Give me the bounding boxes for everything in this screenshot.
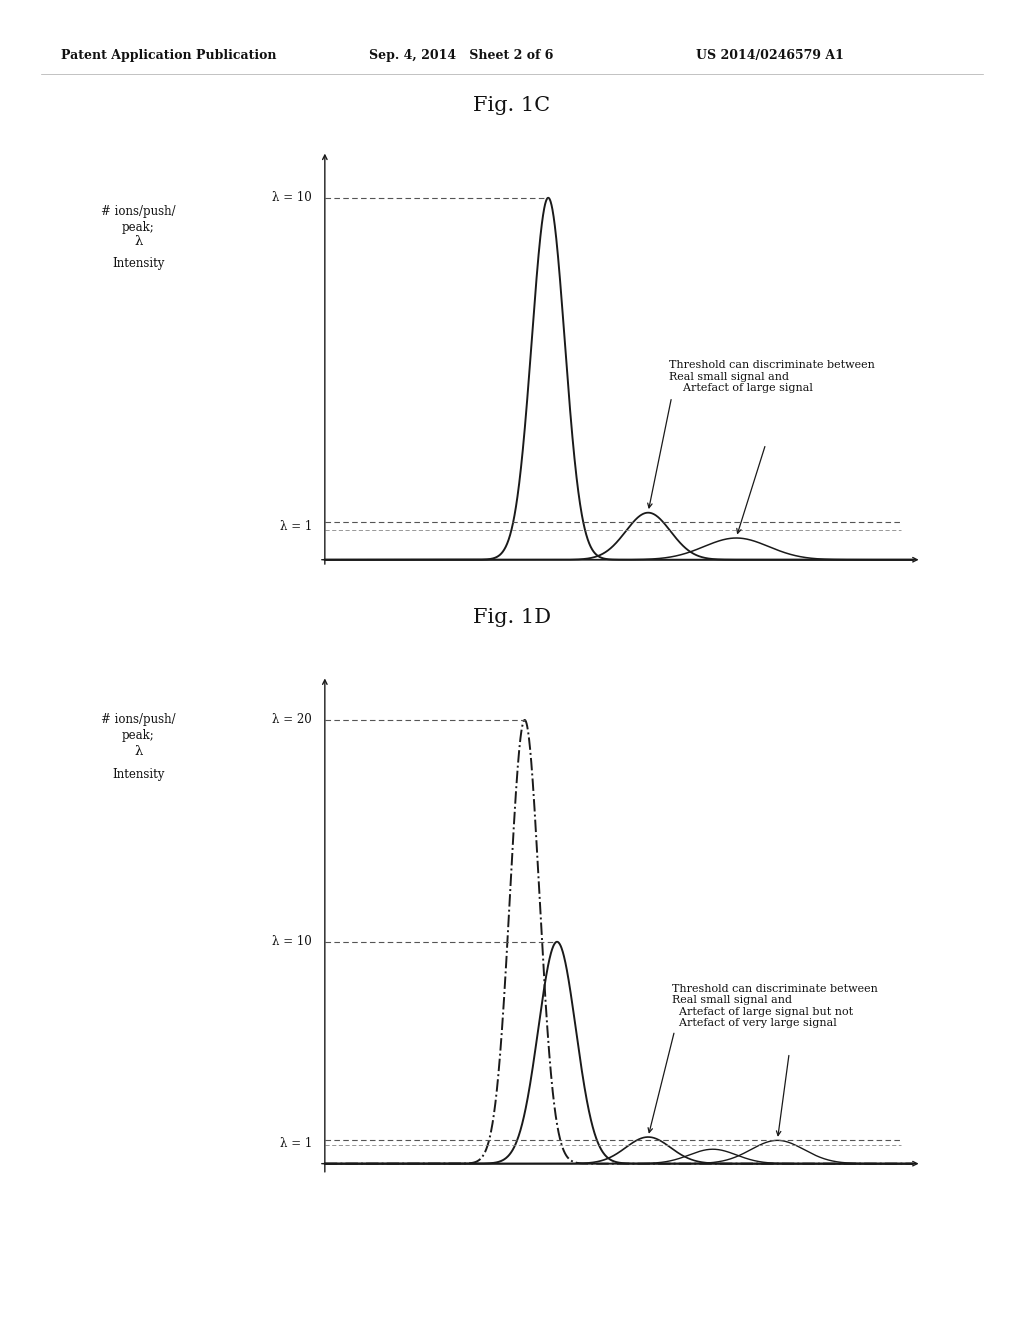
Text: λ: λ bbox=[134, 235, 142, 248]
Text: Sep. 4, 2014   Sheet 2 of 6: Sep. 4, 2014 Sheet 2 of 6 bbox=[369, 49, 553, 62]
Text: peak;: peak; bbox=[122, 220, 155, 234]
Text: # ions/push/: # ions/push/ bbox=[101, 205, 175, 218]
Text: Fig. 1D: Fig. 1D bbox=[473, 609, 551, 627]
Text: λ = 20: λ = 20 bbox=[272, 713, 312, 726]
Text: λ = 10: λ = 10 bbox=[272, 936, 312, 948]
Text: λ = 1: λ = 1 bbox=[280, 1137, 312, 1150]
Text: Intensity: Intensity bbox=[112, 768, 165, 781]
Text: Fig. 1C: Fig. 1C bbox=[473, 96, 551, 115]
Text: Patent Application Publication: Patent Application Publication bbox=[61, 49, 276, 62]
Text: Threshold can discriminate between
Real small signal and
  Artefact of large sig: Threshold can discriminate between Real … bbox=[672, 983, 878, 1028]
Text: peak;: peak; bbox=[122, 729, 155, 742]
Text: Intensity: Intensity bbox=[112, 257, 165, 271]
Text: # ions/push/: # ions/push/ bbox=[101, 713, 175, 726]
Text: US 2014/0246579 A1: US 2014/0246579 A1 bbox=[696, 49, 844, 62]
Text: Threshold can discriminate between
Real small signal and
    Artefact of large s: Threshold can discriminate between Real … bbox=[669, 360, 874, 393]
Text: λ = 1: λ = 1 bbox=[280, 520, 312, 532]
Text: λ = 10: λ = 10 bbox=[272, 191, 312, 205]
Text: λ: λ bbox=[134, 744, 142, 758]
